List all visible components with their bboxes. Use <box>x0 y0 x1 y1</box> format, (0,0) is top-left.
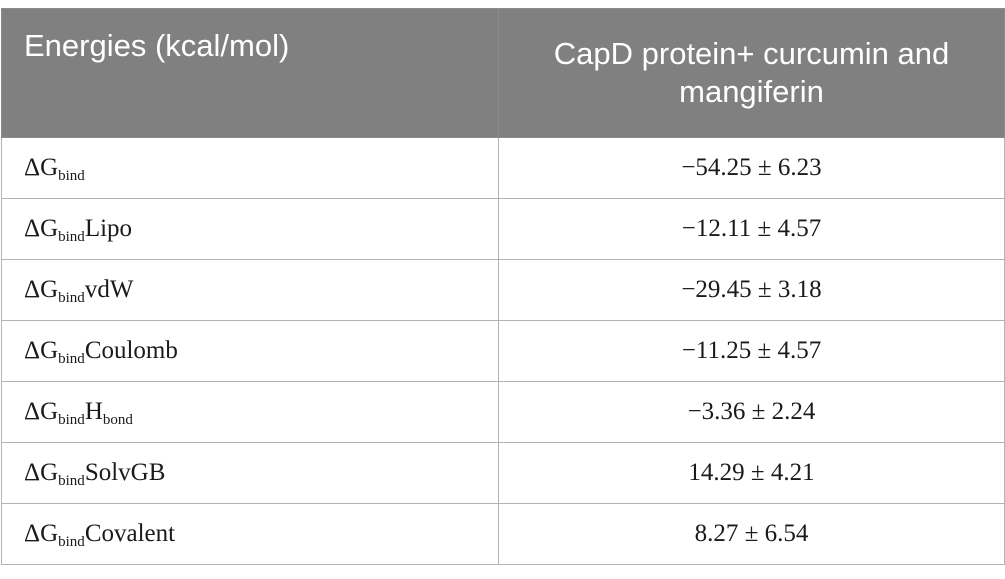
term-suffix: vdW <box>84 276 134 303</box>
energy-value: −3.36 ± 2.24 <box>498 381 1005 443</box>
header-complex: CapD protein+ curcumin and mangiferin <box>498 8 1005 138</box>
energy-term: ΔGbindHbond <box>1 381 499 443</box>
term-symbol: ΔG <box>24 520 59 547</box>
energy-value: −29.45 ± 3.18 <box>498 259 1005 321</box>
term-suffix: SolvGB <box>84 459 166 486</box>
energy-value: −12.11 ± 4.57 <box>498 198 1005 260</box>
table-row: ΔGbindCoulomb −11.25 ± 4.57 <box>1 320 1005 382</box>
header-energies: Energies (kcal/mol) <box>1 8 499 138</box>
table-row: ΔGbindHbond −3.36 ± 2.24 <box>1 381 1005 443</box>
term-suffix: Lipo <box>84 215 133 242</box>
table-row: ΔGbindLipo −12.11 ± 4.57 <box>1 198 1005 260</box>
term-subscript: bind <box>58 412 85 428</box>
term-subscript: bind <box>58 473 85 489</box>
energy-value: −11.25 ± 4.57 <box>498 320 1005 382</box>
term-symbol: ΔG <box>24 459 59 486</box>
energy-term: ΔGbindSolvGB <box>1 442 499 504</box>
term-suffix-subscript: bond <box>102 412 133 428</box>
energy-value: 14.29 ± 4.21 <box>498 442 1005 504</box>
term-symbol: ΔG <box>24 154 59 181</box>
term-symbol: ΔG <box>24 337 59 364</box>
energy-term: ΔGbindCoulomb <box>1 320 499 382</box>
term-subscript: bind <box>58 229 85 245</box>
energy-term: ΔGbind <box>1 137 499 199</box>
table-row: ΔGbind −54.25 ± 6.23 <box>1 137 1005 199</box>
table-row: ΔGbindSolvGB 14.29 ± 4.21 <box>1 442 1005 504</box>
energy-table: Energies (kcal/mol) CapD protein+ curcum… <box>1 8 1005 565</box>
table-row: ΔGbindvdW −29.45 ± 3.18 <box>1 259 1005 321</box>
energy-table-container: Energies (kcal/mol) CapD protein+ curcum… <box>1 8 1005 565</box>
energy-term: ΔGbindvdW <box>1 259 499 321</box>
term-subscript: bind <box>58 351 85 367</box>
energy-value: −54.25 ± 6.23 <box>498 137 1005 199</box>
term-suffix: H <box>84 398 103 425</box>
energy-term: ΔGbindCovalent <box>1 503 499 565</box>
energy-value: 8.27 ± 6.54 <box>498 503 1005 565</box>
term-symbol: ΔG <box>24 276 59 303</box>
term-symbol: ΔG <box>24 215 59 242</box>
term-suffix: Coulomb <box>84 337 178 364</box>
energy-term: ΔGbindLipo <box>1 198 499 260</box>
term-subscript: bind <box>58 290 85 306</box>
term-symbol: ΔG <box>24 398 59 425</box>
term-suffix: Covalent <box>84 520 176 547</box>
table-header-row: Energies (kcal/mol) CapD protein+ curcum… <box>1 8 1005 138</box>
term-subscript: bind <box>58 534 85 550</box>
term-subscript: bind <box>58 168 85 184</box>
table-row: ΔGbindCovalent 8.27 ± 6.54 <box>1 503 1005 565</box>
